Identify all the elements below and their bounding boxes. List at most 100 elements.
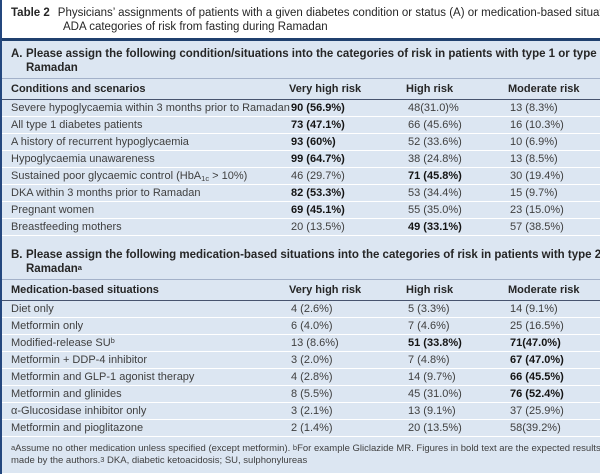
cell-value: 52 (33.6%) <box>408 136 462 148</box>
column-header-row: Medication-based situations Very high ris… <box>2 280 600 301</box>
column-header: Moderate risk <box>508 83 580 95</box>
table-row: Metformin + DDP-4 inhibitor 3 (2.0%) 7 (4.… <box>2 352 600 369</box>
cell-value: 73 (47.1%) <box>291 119 345 131</box>
section-heading-line2: Ramadana <box>26 263 82 275</box>
cell-value: 14 (9.7%) <box>408 371 456 383</box>
row-label: α-Glucosidase inhibitor only <box>11 405 147 417</box>
section-heading-text: Please assign the following condition/si… <box>26 48 600 60</box>
cell-value: 90 (56.9%) <box>291 102 345 114</box>
cell-value: 4 (2.6%) <box>291 303 333 315</box>
section-heading-text: Please assign the following medication-b… <box>26 249 600 261</box>
cell-value: 20 (13.5%) <box>408 422 462 434</box>
section-heading-line2: Ramadan <box>26 62 78 74</box>
column-header-row: Conditions and scenarios Very high risk Hi… <box>2 79 600 100</box>
cell-value: 55 (35.0%) <box>408 204 462 216</box>
cell-value: 53 (34.4%) <box>408 187 462 199</box>
table-title-text: Physicians’ assignments of patients with… <box>57 7 600 19</box>
cell-value: 49 (33.1%) <box>408 221 462 233</box>
row-label: Metformin and glinides <box>11 388 122 400</box>
table-title-line1: Table 2 Physicians’ assignments of patien… <box>11 6 600 20</box>
footnote-line-1: aAssume no other medication unless speci… <box>11 443 600 454</box>
cell-value: 6 (4.0%) <box>291 320 333 332</box>
cell-value: 7 (4.6%) <box>408 320 450 332</box>
row-label: Metformin + DDP-4 inhibitor <box>11 354 148 366</box>
cell-value: 3 (2.1%) <box>291 405 333 417</box>
cell-value: 37 (25.9%) <box>510 405 564 417</box>
rows-container: Severe hypoglycaemia within 3 months pri… <box>2 100 600 236</box>
section-b: B. Please assign the following medication… <box>2 242 600 437</box>
row-label: A history of recurrent hypoglycaemia <box>11 136 189 148</box>
table-number-label: Table 2 <box>11 7 50 19</box>
table-row: Severe hypoglycaemia within 3 months pri… <box>2 100 600 117</box>
cell-value: 5 (3.3%) <box>408 303 450 315</box>
table-row: Metformin and glinides 8 (5.5%) 45 (31.0%)… <box>2 386 600 403</box>
table-row: A history of recurrent hypoglycaemia 93 (… <box>2 134 600 151</box>
row-label: Sustained poor glycaemic control (HbA1c … <box>11 170 248 183</box>
row-label: DKA within 3 months prior to Ramadan <box>11 187 201 199</box>
heading-divider <box>2 78 600 79</box>
sections-container: A. Please assign the following condition/… <box>2 41 600 437</box>
cell-value: 8 (5.5%) <box>291 388 333 400</box>
section-heading-line1: B. Please assign the following medication… <box>11 248 600 262</box>
cell-value: 45 (31.0%) <box>408 388 462 400</box>
cell-value: 30 (19.4%) <box>510 170 564 182</box>
cell-value: 13 (8.6%) <box>291 337 339 349</box>
column-header: Conditions and scenarios <box>11 83 146 95</box>
cell-value: 66 (45.5%) <box>510 371 564 383</box>
row-label: Breastfeeding mothers <box>11 221 122 233</box>
cell-value: 67 (47.0%) <box>510 354 564 366</box>
cell-value: 16 (10.3%) <box>510 119 564 131</box>
table-row: Breastfeeding mothers 20 (13.5%) 49 (33.1%… <box>2 219 600 236</box>
cell-value: 93 (60%) <box>291 136 336 148</box>
table-row: Diet only 4 (2.6%) 5 (3.3%) 14 (9.1%) <box>2 301 600 318</box>
cell-value: 76 (52.4%) <box>510 388 564 400</box>
cell-value: 66 (45.6%) <box>408 119 462 131</box>
section-heading: A. Please assign the following condition/… <box>2 41 600 78</box>
cell-value: 4 (2.8%) <box>291 371 333 383</box>
row-label: Metformin only <box>11 320 84 332</box>
table-row: Sustained poor glycaemic control (HbA1c … <box>2 168 600 185</box>
cell-value: 7 (4.8%) <box>408 354 450 366</box>
cell-value: 69 (45.1%) <box>291 204 345 216</box>
section-letter: B. <box>11 249 23 261</box>
row-label: Diet only <box>11 303 54 315</box>
table-title: Table 2 Physicians’ assignments of patien… <box>2 0 600 34</box>
cell-value: 51 (33.8%) <box>408 337 462 349</box>
cell-value: 99 (64.7%) <box>291 153 345 165</box>
footnote-line-2: made by the authors.3 DKA, diabetic keto… <box>11 455 308 466</box>
column-header: Moderate risk <box>508 284 580 296</box>
cell-value: 71(47.0%) <box>510 337 561 349</box>
column-header: High risk <box>406 83 454 95</box>
cell-value: 10 (6.9%) <box>510 136 558 148</box>
column-header: Very high risk <box>289 83 362 95</box>
table-row: α-Glucosidase inhibitor only 3 (2.1%) 13 (… <box>2 403 600 420</box>
cell-value: 23 (15.0%) <box>510 204 564 216</box>
cell-value: 2 (1.4%) <box>291 422 333 434</box>
cell-value: 13 (8.3%) <box>510 102 558 114</box>
cell-value: 58(39.2%) <box>510 422 561 434</box>
cell-value: 20 (13.5%) <box>291 221 345 233</box>
rows-container: Diet only 4 (2.6%) 5 (3.3%) 14 (9.1%) Metfor… <box>2 301 600 437</box>
row-label: Modified-release SUb <box>11 336 115 349</box>
cell-value: 38 (24.8%) <box>408 153 462 165</box>
footnotes: aAssume no other medication unless speci… <box>2 437 600 467</box>
table-row: Metformin and GLP-1 agonist therapy 4 (2.… <box>2 369 600 386</box>
row-label: Hypoglycaemia unawareness <box>11 153 155 165</box>
table-title-line2: ADA categories of risk from fasting duri… <box>63 21 328 33</box>
cell-value: 15 (9.7%) <box>510 187 558 199</box>
row-label: Metformin and pioglitazone <box>11 422 144 434</box>
cell-value: 71 (45.8%) <box>408 170 462 182</box>
row-label: Pregnant women <box>11 204 95 216</box>
cell-value: 46 (29.7%) <box>291 170 345 182</box>
section-letter: A. <box>11 48 23 60</box>
cell-value: 25 (16.5%) <box>510 320 564 332</box>
section-a: A. Please assign the following condition/… <box>2 41 600 236</box>
table-row: Hypoglycaemia unawareness 99 (64.7%) 38 (2… <box>2 151 600 168</box>
cell-value: 57 (38.5%) <box>510 221 564 233</box>
table-row: Metformin and pioglitazone 2 (1.4%) 20 (13… <box>2 420 600 437</box>
row-label: All type 1 diabetes patients <box>11 119 143 131</box>
column-header: High risk <box>406 284 454 296</box>
table-body: A. Please assign the following condition/… <box>2 41 600 473</box>
table-row: Pregnant women 69 (45.1%) 55 (35.0%) 23 (15… <box>2 202 600 219</box>
table-row: All type 1 diabetes patients 73 (47.1%) 66… <box>2 117 600 134</box>
